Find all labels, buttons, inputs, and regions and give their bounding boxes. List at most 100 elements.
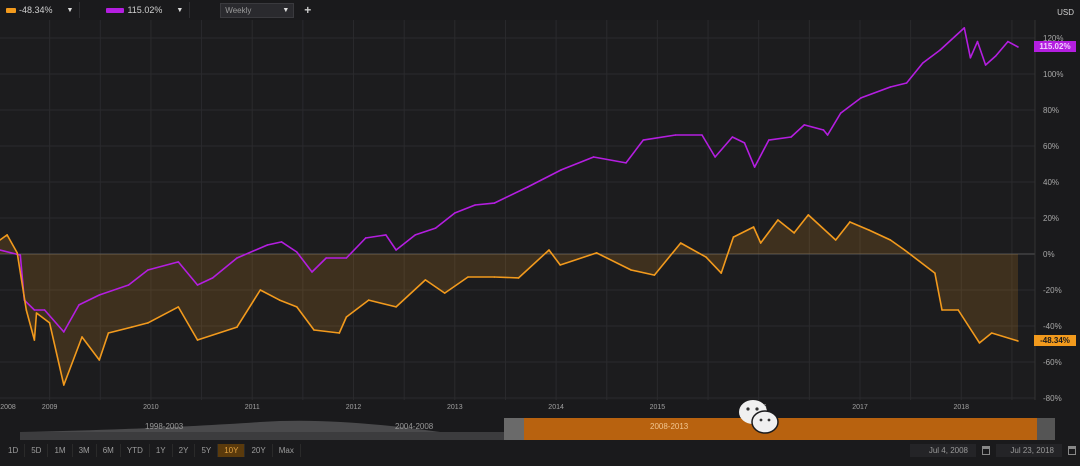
data-point	[6, 234, 8, 236]
data-point	[196, 339, 199, 341]
data-point	[790, 136, 792, 138]
range-button-3m[interactable]: 3M	[73, 444, 97, 457]
data-point	[994, 55, 997, 57]
data-point	[467, 276, 469, 278]
y-tick-label: -80%	[1043, 394, 1062, 403]
range-button-max[interactable]: Max	[273, 444, 301, 457]
range-button-1m[interactable]: 1M	[48, 444, 73, 457]
x-tick-label: 2012	[346, 404, 362, 411]
data-point	[196, 284, 199, 286]
end-date-input[interactable]: Jul 23, 2018	[996, 444, 1062, 457]
data-point	[147, 322, 149, 324]
data-point	[25, 309, 28, 311]
y-tick-label: -60%	[1043, 358, 1062, 367]
data-point	[236, 257, 238, 259]
data-point	[889, 239, 892, 241]
navigator-left-handle[interactable]	[504, 418, 524, 440]
data-point	[454, 212, 456, 214]
data-point	[720, 272, 723, 274]
data-point	[474, 204, 476, 206]
series-selector-1[interactable]: -48.34% ▼	[0, 2, 81, 18]
series-selector-2[interactable]: 115.02% ▼	[100, 2, 191, 18]
x-tick-label: 2009	[42, 404, 58, 411]
data-point	[147, 269, 149, 271]
series-2-value: 115.02%	[127, 5, 163, 15]
data-point	[81, 336, 83, 338]
range-button-6m[interactable]: 6M	[97, 444, 121, 457]
data-point	[674, 134, 677, 136]
data-point	[921, 62, 924, 64]
range-button-20y[interactable]: 20Y	[245, 444, 273, 457]
data-point	[385, 234, 387, 236]
data-point	[731, 136, 734, 138]
data-point	[345, 257, 348, 259]
data-point	[793, 232, 795, 234]
range-button-2y[interactable]: 2Y	[173, 444, 196, 457]
price-chart[interactable]: 120% 100% 80% 60% 40% 20% 0% -20% -40% -60% -80% 20…	[0, 0, 1080, 414]
x-tick-label: 2013	[447, 404, 463, 411]
data-point	[493, 276, 496, 278]
series-1-value: -48.34%	[19, 5, 53, 15]
range-buttons: 1D 5D 1M 3M 6M YTD 1Y 2Y 5Y 10Y 20Y Max	[2, 444, 301, 457]
range-button-10y[interactable]: 10Y	[218, 444, 246, 457]
currency-label: USD	[1057, 8, 1074, 17]
data-point	[43, 309, 46, 311]
data-point	[732, 236, 735, 238]
range-button-5y[interactable]: 5Y	[195, 444, 219, 457]
data-point	[630, 269, 632, 271]
data-point	[177, 261, 180, 263]
data-point	[826, 134, 829, 136]
data-point	[517, 277, 520, 279]
range-button-1d[interactable]: 1D	[2, 444, 26, 457]
data-point	[211, 277, 214, 279]
data-point	[592, 156, 595, 158]
range-button-5d[interactable]: 5D	[25, 444, 49, 457]
range-button-ytd[interactable]: YTD	[121, 444, 150, 457]
start-date-input[interactable]: Jul 4, 2008	[910, 444, 976, 457]
data-point	[130, 326, 133, 328]
data-point	[35, 312, 38, 314]
x-tick-label: 2018	[953, 404, 969, 411]
data-point	[266, 244, 269, 246]
interval-dropdown[interactable]: Weekly ▼	[220, 2, 295, 18]
data-point	[0, 239, 1, 241]
data-point	[78, 304, 80, 306]
series-1-swatch	[6, 7, 16, 13]
calendar-icon[interactable]	[1068, 446, 1076, 455]
chevron-down-icon[interactable]: ▼	[66, 6, 74, 14]
y-tick-label: 100%	[1043, 70, 1063, 79]
data-point	[868, 229, 870, 231]
data-point	[559, 264, 561, 266]
data-point	[311, 271, 313, 273]
y-tick-label: 20%	[1043, 214, 1059, 223]
x-tick-label: 2011	[245, 404, 260, 411]
chevron-down-icon: ▼	[282, 6, 290, 14]
chevron-down-icon[interactable]: ▼	[176, 6, 184, 14]
interval-value: Weekly	[225, 5, 252, 15]
data-point	[548, 249, 550, 251]
data-point	[364, 237, 367, 239]
data-point	[395, 306, 397, 308]
data-point	[98, 294, 101, 296]
calendar-icon[interactable]	[982, 446, 990, 455]
data-point	[957, 309, 960, 311]
navigator[interactable]: 1998-2003 2004-2008 2008-2013	[0, 414, 1060, 441]
series-1-last-value-tag: -48.34%	[1034, 335, 1076, 346]
data-point	[903, 249, 906, 251]
data-point	[63, 331, 65, 333]
data-point	[48, 322, 51, 324]
plus-icon[interactable]: +	[304, 3, 312, 17]
data-point	[236, 326, 238, 328]
x-tick-label: 2015	[650, 404, 666, 411]
data-point	[595, 252, 598, 254]
data-point	[714, 156, 716, 158]
watermark	[736, 396, 782, 436]
data-point	[752, 226, 755, 228]
series-line-orange	[0, 214, 1019, 386]
data-point	[345, 316, 348, 318]
navigator-right-handle[interactable]	[1037, 418, 1055, 440]
data-point	[560, 169, 562, 171]
data-point	[934, 272, 936, 274]
range-button-1y[interactable]: 1Y	[150, 444, 173, 457]
data-point	[705, 256, 707, 258]
